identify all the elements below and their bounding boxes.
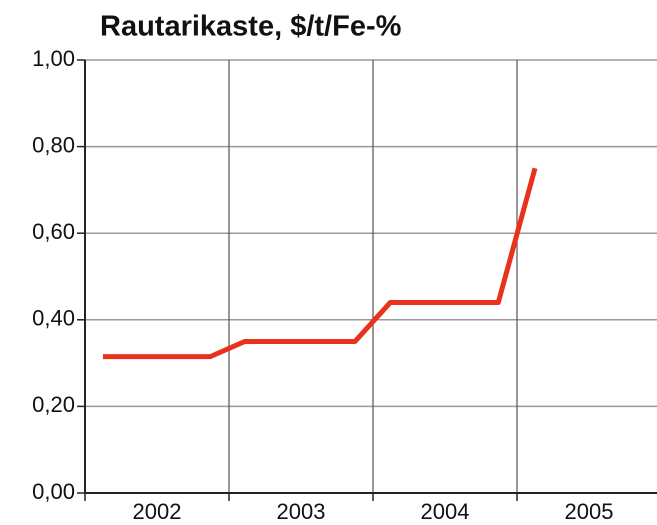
- data-line: [103, 167, 538, 360]
- y-tick-label: 0,40: [32, 306, 75, 331]
- y-tick-label: 0,20: [32, 392, 75, 417]
- x-tick-label: 2002: [133, 499, 182, 524]
- x-tick-label: 2005: [565, 499, 614, 524]
- y-tick-label: 0,60: [32, 219, 75, 244]
- y-tick-label: 1,00: [32, 46, 75, 71]
- x-tick-label: 2004: [421, 499, 470, 524]
- y-tick-label: 0,80: [32, 132, 75, 157]
- x-tick-label: 2003: [277, 499, 326, 524]
- chart-title: Rautarikaste, $/t/Fe-%: [100, 11, 402, 43]
- y-tick-label: 0,00: [32, 479, 75, 504]
